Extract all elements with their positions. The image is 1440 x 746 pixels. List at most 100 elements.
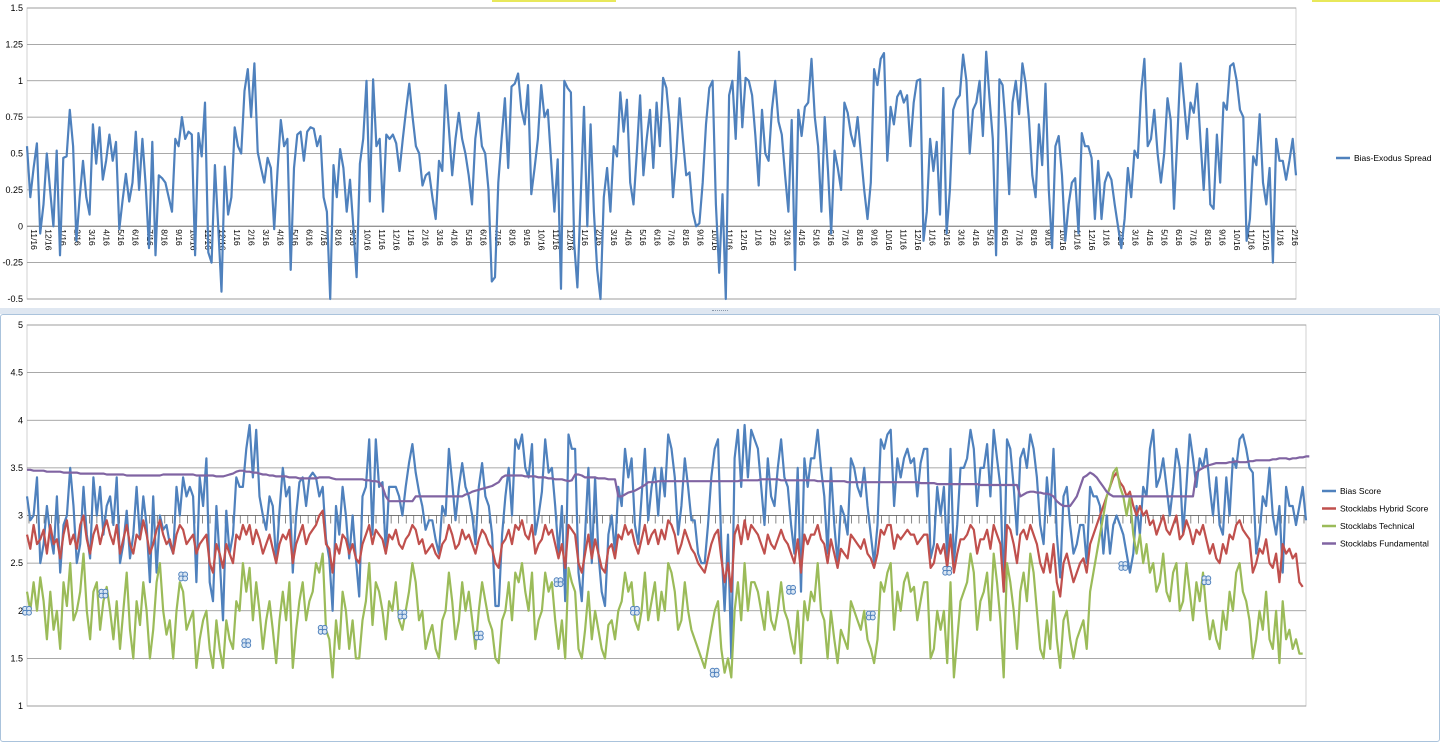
y-tick-label: 0.25 <box>5 185 23 195</box>
x-tick-label: 8/16 <box>855 229 865 246</box>
x-tick-label: 1/16 <box>754 229 764 246</box>
scores-chart[interactable]: 1 1.5 2 2.5 3 3.5 4 4.5 5 Bias Score Stocklabs Hyb… <box>1 315 1439 741</box>
x-tick-label: 12/16 <box>913 229 923 251</box>
data-marker[interactable] <box>317 624 328 635</box>
marker-dot <box>477 634 484 641</box>
x-tick-label: 8/16 <box>159 229 169 246</box>
data-marker[interactable] <box>1201 575 1212 586</box>
x-tick-label: 7/16 <box>319 229 329 246</box>
legend-label: Stocklabs Technical <box>1340 521 1415 531</box>
x-tick-label: 10/16 <box>188 229 198 251</box>
x-tick-label: 11/16 <box>29 229 39 250</box>
x-tick-label: 3/16 <box>87 229 97 246</box>
x-tick-label: 5/16 <box>116 229 126 246</box>
y-tick-label: 4 <box>18 415 23 425</box>
data-marker[interactable] <box>473 630 484 641</box>
x-tick-label: 9/16 <box>1218 229 1228 246</box>
data-marker[interactable] <box>178 571 189 582</box>
x-tick-label: 12/16 <box>739 229 749 251</box>
x-tick-label: 10/16 <box>884 229 894 251</box>
spread-chart-panel[interactable]: -0.5 -0.25 0 0.25 0.5 0.75 1 1.25 1.5 11/16 12/16 1… <box>0 0 1440 309</box>
x-tick-label: 1/16 <box>1276 229 1286 246</box>
x-tick-label: 7/16 <box>667 229 677 246</box>
marker-dot <box>557 581 564 588</box>
data-marker[interactable] <box>786 584 796 595</box>
x-tick-label: 10/16 <box>362 229 372 251</box>
marker-dot <box>946 569 953 576</box>
y-tick-label: 3.5 <box>10 463 23 473</box>
x-tick-label: 9/16 <box>696 229 706 246</box>
y-tick-label: 4.5 <box>10 368 23 378</box>
series-line-1[interactable] <box>25 471 1304 598</box>
selection-highlight <box>492 0 616 2</box>
data-marker[interactable] <box>241 638 252 649</box>
x-tick-label: 1/16 <box>1102 229 1112 246</box>
marker-dot <box>321 628 328 635</box>
marker-dot <box>713 671 720 678</box>
x-tick-label: 11/16 <box>1247 229 1257 250</box>
x-tick-label: 4/16 <box>797 229 807 246</box>
x-tick-label: 5/16 <box>638 229 648 246</box>
y-tick-label: 0.5 <box>10 149 23 159</box>
marker-dot <box>245 642 252 649</box>
x-tick-label: 6/16 <box>826 229 836 246</box>
y-tick-label: 1 <box>18 76 23 86</box>
data-marker[interactable] <box>22 605 32 616</box>
data-marker[interactable] <box>865 610 876 621</box>
selection-highlight <box>1312 0 1440 2</box>
y-tick-label: 2.5 <box>10 558 23 568</box>
x-tick-label: 12/16 <box>43 229 53 251</box>
x-tick-label: 9/16 <box>870 229 880 246</box>
legend-label: Stocklabs Fundamental <box>1340 539 1429 549</box>
x-tick-label: 4/16 <box>1145 229 1155 246</box>
data-marker[interactable] <box>942 565 953 576</box>
x-tick-label: 10/16 <box>1232 229 1242 251</box>
x-tick-label: 2/16 <box>942 229 952 246</box>
x-tick-marks <box>28 515 1305 524</box>
data-marker[interactable] <box>397 609 408 620</box>
x-tick-label: 7/16 <box>1015 229 1025 246</box>
series-line-0[interactable] <box>25 50 1298 301</box>
data-marker[interactable] <box>553 577 564 588</box>
x-tick-label: 11/16 <box>377 229 387 250</box>
x-tick-label: 9/16 <box>522 229 532 246</box>
y-tick-label: -0.25 <box>2 258 23 268</box>
x-tick-label: 4/16 <box>623 229 633 246</box>
x-tick-label: 2/16 <box>768 229 778 246</box>
data-marker[interactable] <box>709 667 720 678</box>
marker-dot <box>1205 579 1212 586</box>
marker-dot <box>1122 565 1129 571</box>
data-marker[interactable] <box>98 588 109 599</box>
legend-label: Bias Score <box>1340 486 1381 496</box>
series-line-0[interactable] <box>25 423 1308 660</box>
y-tick-label: 0 <box>18 221 23 231</box>
data-marker[interactable] <box>630 605 640 616</box>
series-line-3[interactable] <box>27 455 1310 508</box>
x-tick-label: 7/16 <box>1189 229 1199 246</box>
x-tick-label: 5/16 <box>986 229 996 246</box>
x-tick-label: 10/16 <box>1058 229 1068 251</box>
splitter-grip-icon[interactable] <box>712 310 728 313</box>
x-tick-label: 12/16 <box>565 229 575 251</box>
legend-label: Stocklabs Hybrid Score <box>1340 504 1429 514</box>
x-tick-label: 1/16 <box>406 229 416 246</box>
x-tick-label: 12/16 <box>1087 229 1097 251</box>
x-tick-label: 5/16 <box>290 229 300 246</box>
x-tick-label: 3/16 <box>1131 229 1141 246</box>
pane-splitter[interactable] <box>0 308 1440 314</box>
x-tick-label: 4/16 <box>275 229 285 246</box>
y-tick-label: 1.5 <box>10 3 23 13</box>
series-line-2[interactable] <box>25 466 1303 679</box>
y-tick-label: 2 <box>18 606 23 616</box>
x-tick-label: 10/16 <box>536 229 546 251</box>
x-tick-label: 11/16 <box>899 229 909 250</box>
x-tick-label: 4/16 <box>971 229 981 246</box>
x-tick-label: 8/16 <box>507 229 517 246</box>
data-marker[interactable] <box>1118 561 1129 571</box>
x-tick-label: 3/16 <box>609 229 619 246</box>
scores-chart-panel[interactable]: 1 1.5 2 2.5 3 3.5 4 4.5 5 Bias Score Stocklabs Hyb… <box>0 314 1440 742</box>
marker-dot <box>102 592 109 599</box>
bias-exodus-spread-chart[interactable]: -0.5 -0.25 0 0.25 0.5 0.75 1 1.25 1.5 11/16 12/16 1… <box>0 0 1440 308</box>
y-tick-label: 1.25 <box>5 39 23 49</box>
x-tick-label: 10/16 <box>710 229 720 251</box>
